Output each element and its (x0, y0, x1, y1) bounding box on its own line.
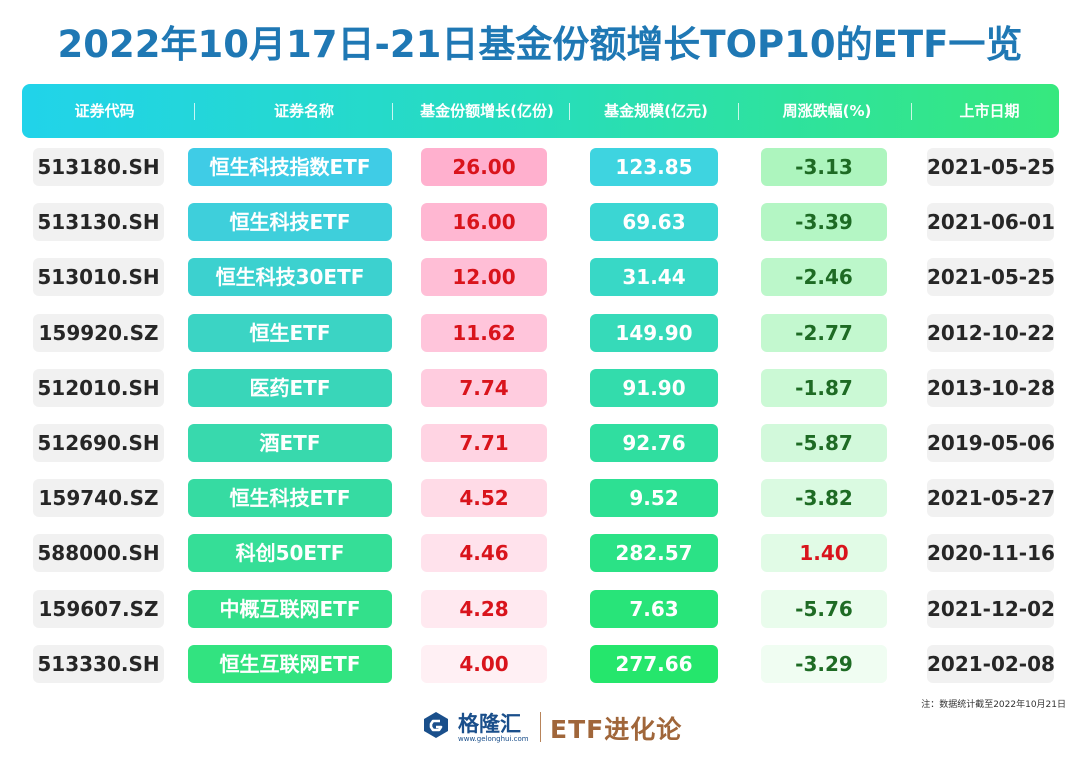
cell-scale: 9.52 (590, 479, 718, 518)
data-note: 注：数据统计截至2022年10月21日 (921, 700, 1066, 710)
cell-name: 恒生科技30ETF (188, 258, 392, 297)
cell-change: -3.29 (761, 644, 887, 683)
table-row: 159920.SZ 恒生ETF 11.62 149.90 -2.77 2012-10-22 (0, 313, 1080, 352)
cell-name: 科创50ETF (188, 534, 392, 573)
cell-scale: 91.90 (590, 368, 718, 407)
cell-change: -2.77 (761, 313, 887, 352)
brand-site: www.gelonghui.com (458, 735, 529, 743)
header-change: 周涨跌幅(%) (782, 102, 872, 120)
cell-scale: 31.44 (590, 258, 718, 297)
cell-growth: 4.46 (421, 534, 547, 573)
cell-change: -2.46 (761, 258, 887, 297)
gelonghui-logo-icon (424, 712, 448, 738)
cell-change: -5.87 (761, 424, 887, 462)
cell-scale: 69.63 (590, 203, 718, 242)
cell-growth: 12.00 (421, 258, 547, 297)
cell-scale: 149.90 (590, 313, 718, 352)
header-divider (194, 103, 195, 120)
cell-name: 恒生科技ETF (188, 203, 392, 242)
table-row: 513010.SH 恒生科技30ETF 12.00 31.44 -2.46 2021-05… (0, 258, 1080, 297)
cell-code: 159607.SZ (33, 589, 164, 628)
cell-code: 159740.SZ (33, 479, 164, 518)
table-row: 513330.SH 恒生互联网ETF 4.00 277.66 -3.29 2021-02-… (0, 644, 1080, 683)
cell-growth: 4.00 (421, 644, 547, 683)
cell-date: 2021-02-08 (927, 644, 1055, 683)
table-row: 588000.SH 科创50ETF 4.46 282.57 1.40 2020-11-16 (0, 534, 1080, 573)
cell-name: 恒生互联网ETF (188, 644, 392, 683)
cell-change: -3.13 (761, 148, 887, 186)
cell-change: -5.76 (761, 589, 887, 628)
cell-code: 159920.SZ (33, 313, 164, 352)
header-divider (911, 103, 912, 120)
cell-name: 恒生科技ETF (188, 479, 392, 518)
header-scale: 基金规模(亿元) (604, 102, 708, 120)
cell-scale: 277.66 (590, 644, 718, 683)
cell-code: 512010.SH (33, 368, 164, 407)
cell-code: 513180.SH (33, 148, 164, 186)
cell-growth: 7.74 (421, 368, 547, 407)
header-name: 证券名称 (273, 102, 334, 120)
cell-growth: 16.00 (421, 203, 547, 242)
cell-code: 588000.SH (33, 534, 164, 573)
header-date: 上市日期 (959, 102, 1020, 120)
cell-date: 2013-10-28 (927, 368, 1055, 407)
footer: 格隆汇 www.gelonghui.com ETF进化论 (0, 706, 1080, 750)
cell-code: 513130.SH (33, 203, 164, 242)
cell-date: 2021-05-25 (927, 148, 1055, 186)
cell-name: 恒生科技指数ETF (188, 148, 392, 186)
cell-name: 恒生ETF (188, 313, 392, 352)
cell-date: 2021-12-02 (927, 589, 1055, 628)
cell-date: 2021-05-27 (927, 479, 1055, 518)
cell-scale: 123.85 (590, 148, 718, 186)
cell-date: 2021-05-25 (927, 258, 1055, 297)
table-row: 513130.SH 恒生科技ETF 16.00 69.63 -3.39 2021-06-0… (0, 203, 1080, 242)
cell-change: -3.39 (761, 203, 887, 242)
header-divider (738, 103, 739, 120)
header-growth: 基金份额增长(亿份) (420, 102, 554, 120)
cell-code: 512690.SH (33, 424, 164, 462)
table-row: 159607.SZ 中概互联网ETF 4.28 7.63 -5.76 2021-12-02 (0, 589, 1080, 628)
table-row: 512010.SH 医药ETF 7.74 91.90 -1.87 2013-10-28 (0, 368, 1080, 407)
cell-growth: 11.62 (421, 313, 547, 352)
cell-date: 2019-05-06 (927, 424, 1055, 462)
cell-change: -3.82 (761, 479, 887, 518)
table-row: 159740.SZ 恒生科技ETF 4.52 9.52 -3.82 2021-05-27 (0, 479, 1080, 518)
page-title: 2022年10月17日-21日基金份额增长TOP10的ETF一览 (57, 23, 1023, 66)
cell-date: 2021-06-01 (927, 203, 1055, 242)
table-row: 513180.SH 恒生科技指数ETF 26.00 123.85 -3.13 2021-0… (0, 148, 1080, 186)
cell-code: 513330.SH (33, 644, 164, 683)
cell-change: -1.87 (761, 368, 887, 407)
cell-name: 中概互联网ETF (188, 589, 392, 628)
cell-growth: 7.71 (421, 424, 547, 462)
brand-name: 格隆汇 (458, 712, 521, 736)
cell-code: 513010.SH (33, 258, 164, 297)
footer-divider (540, 712, 541, 742)
cell-scale: 92.76 (590, 424, 718, 462)
table-header: 证券代码 证券名称 基金份额增长(亿份) 基金规模(亿元) 周涨跌幅(%) 上市… (22, 84, 1059, 138)
header-divider (392, 103, 393, 120)
cell-growth: 4.52 (421, 479, 547, 518)
cell-growth: 4.28 (421, 589, 547, 628)
cell-growth: 26.00 (421, 148, 547, 186)
cell-date: 2020-11-16 (927, 534, 1055, 573)
cell-scale: 7.63 (590, 589, 718, 628)
header-divider (569, 103, 570, 120)
cell-name: 医药ETF (188, 368, 392, 407)
cell-date: 2012-10-22 (927, 313, 1055, 352)
cell-name: 酒ETF (188, 424, 392, 462)
etf-brand: ETF进化论 (550, 715, 683, 744)
header-code: 证券代码 (74, 102, 135, 120)
cell-scale: 282.57 (590, 534, 718, 573)
table-row: 512690.SH 酒ETF 7.71 92.76 -5.87 2019-05-06 (0, 424, 1080, 462)
cell-change: 1.40 (761, 534, 887, 573)
